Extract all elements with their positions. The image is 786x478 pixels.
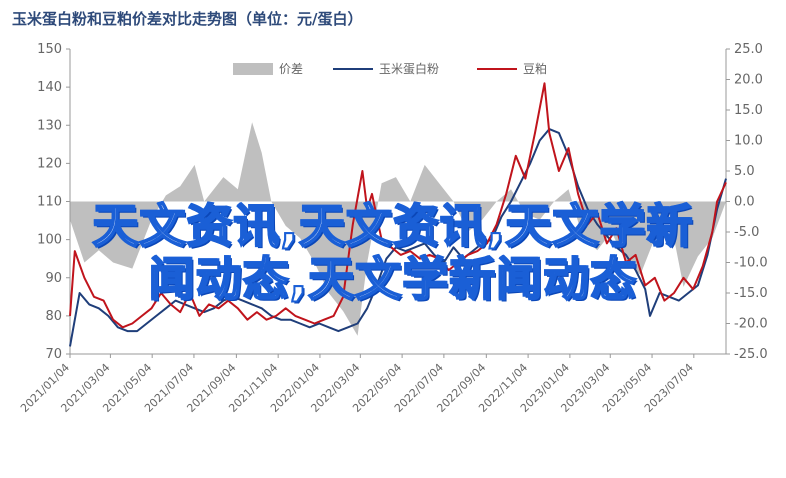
y-left-tick-label: 110 [37,195,62,210]
y-right-tick-label: 20.0 [734,73,763,88]
y-right-tick-label: 25.0 [734,42,763,57]
series-lines [69,82,727,347]
y-right-tick-label: 0.0 [734,195,755,210]
series-line-玉米蛋白粉 [69,128,727,347]
y-right-tick-label: -20.0 [734,317,768,332]
legend-swatch-价差 [233,63,273,75]
y-left-tick-label: 140 [37,80,62,95]
y-left-tick-label: 120 [37,156,62,171]
y-left-tick-label: 150 [37,42,62,57]
chart-title: 玉米蛋白粉和豆粕价差对比走势图（单位：元/蛋白） [12,10,363,28]
series-area-价差 [70,122,726,336]
spread-area-layer [70,122,726,336]
legend: 价差 玉米蛋白粉 豆粕 [233,61,547,76]
y-right-tick-label: -15.0 [734,286,768,301]
legend-label-玉米蛋白粉: 玉米蛋白粉 [379,61,439,76]
y-left-tick-label: 90 [45,271,62,286]
y-left-tick-label: 70 [45,347,62,362]
y-right-tick-label: 10.0 [734,134,763,149]
y-left-tick-label: 100 [37,233,62,248]
series-line-豆粕 [69,82,727,329]
y-left-tick-label: 130 [37,118,62,133]
overlay-text-line1: 天文资讯,天文资讯,天文学新 [92,198,694,254]
legend-label-豆粕: 豆粕 [523,61,547,76]
y-right-tick-label: -5.0 [734,225,759,240]
overlay-text-line2: 闻动态,天文学新闻动态 [148,251,638,307]
y-right-tick-label: -10.0 [734,256,768,271]
y-right-tick-label: 5.0 [734,164,755,179]
y-right-tick-label: 15.0 [734,103,763,118]
y-left-tick-label: 80 [45,309,62,324]
legend-label-价差: 价差 [279,62,303,76]
y-right-tick-label: -25.0 [734,347,768,362]
